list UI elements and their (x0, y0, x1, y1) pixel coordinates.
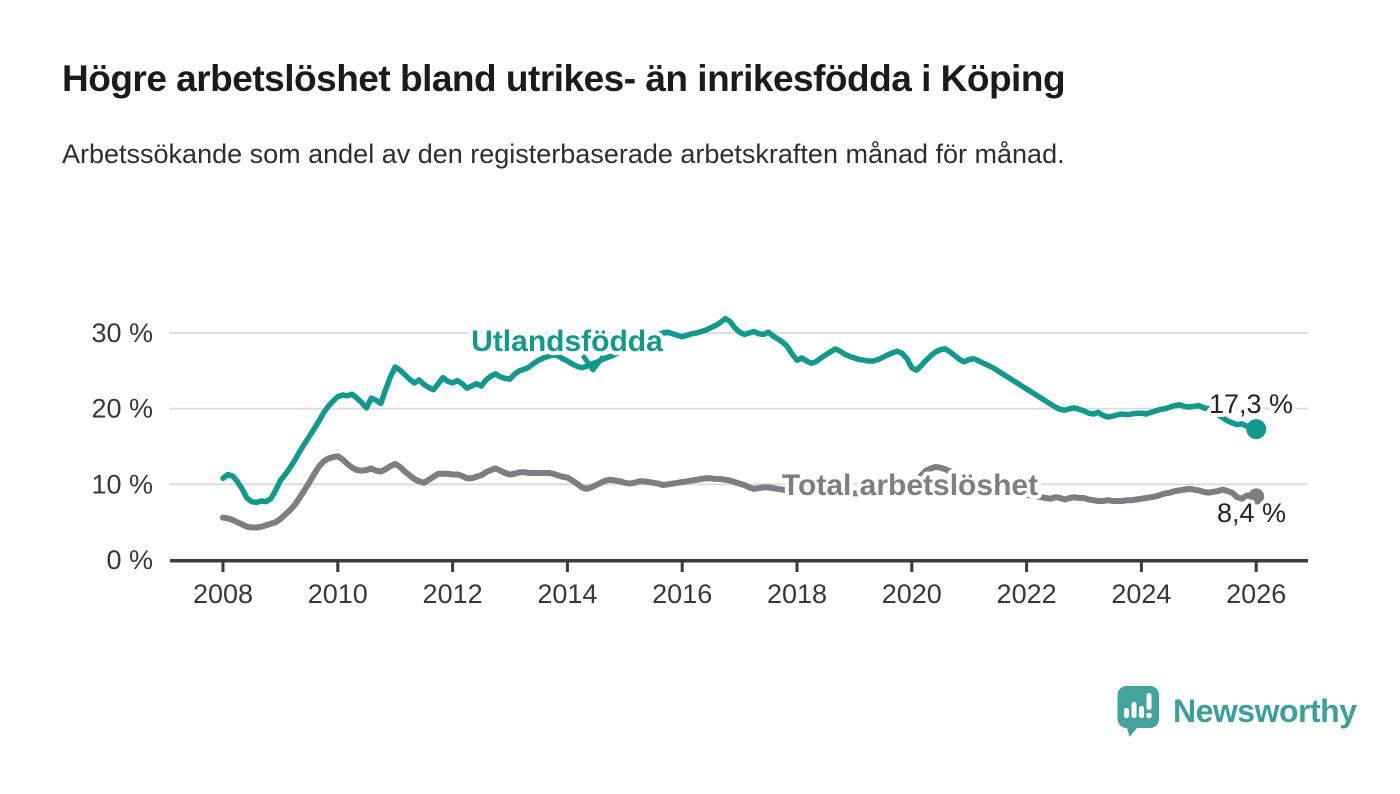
end-dot-total (1248, 488, 1265, 505)
bar-1 (1124, 708, 1129, 718)
x-axis-label: 2018 (767, 579, 827, 609)
x-axis-label: 2022 (997, 579, 1057, 609)
bar-3 (1139, 706, 1144, 718)
y-axis-label: 20 % (91, 394, 153, 424)
x-axis-label: 2024 (1111, 579, 1171, 609)
chart-subtitle: Arbetssökande som andel av den registerb… (62, 139, 1065, 169)
y-axis-label: 30 % (91, 318, 153, 348)
arrow-down-icon (581, 354, 605, 373)
series-line-total (220, 453, 1260, 531)
end-value-total: 8,4 % (1217, 498, 1286, 528)
newsworthy-brand-text: Newsworthy (1173, 692, 1357, 729)
newsworthy-logo-icon (1117, 686, 1159, 737)
x-axis-label: 2026 (1226, 579, 1286, 609)
newsworthy-logo: Newsworthy (1113, 684, 1357, 738)
speech-bubble-shape (1117, 686, 1159, 737)
series-label-utlandsfodda: Utlandsfödda (471, 325, 663, 358)
exclamation-bar (1146, 693, 1152, 710)
x-axis-label: 2020 (882, 579, 942, 609)
x-axis-label: 2016 (652, 579, 712, 609)
exclamation-dot (1146, 712, 1152, 719)
chart-header: Högre arbetslöshet bland utrikes- än inr… (62, 58, 1362, 176)
end-dot-utlandsfodda (1246, 419, 1267, 440)
y-axis-label: 10 % (91, 469, 153, 499)
bar-2 (1131, 702, 1137, 718)
chart-title: Högre arbetslöshet bland utrikes- än inr… (62, 58, 1066, 99)
x-axis-label: 2010 (308, 579, 368, 609)
x-axis-label: 2014 (537, 579, 597, 609)
x-axis-label: 2008 (193, 579, 253, 609)
series-line-utlandsfodda (220, 315, 1259, 506)
x-axis-label: 2012 (423, 579, 483, 609)
end-value-utlandsfodda: 17,3 % (1209, 389, 1293, 419)
series-label-total: Total arbetslöshet (782, 469, 1038, 502)
y-axis-label: 0 % (106, 545, 153, 575)
